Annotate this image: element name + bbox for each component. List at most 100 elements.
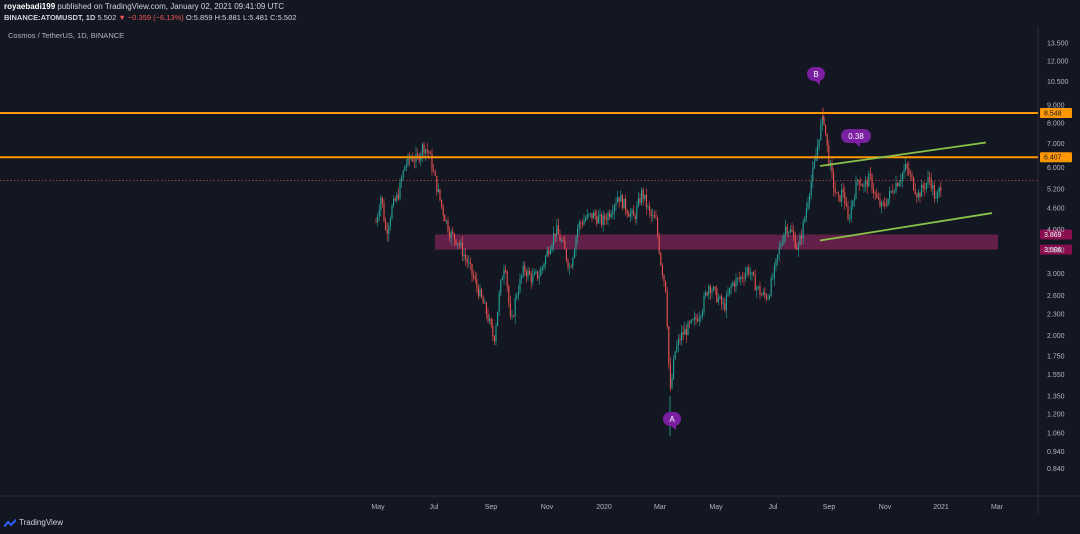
- candle-body: [722, 303, 724, 305]
- published-text: published on TradingView.com, January 02…: [57, 2, 285, 11]
- candle-body: [925, 183, 927, 189]
- candle-body: [583, 220, 585, 225]
- candle-body: [791, 229, 793, 232]
- candle-body: [940, 187, 942, 191]
- candle-body: [511, 316, 513, 318]
- candle-body: [733, 282, 735, 287]
- candle-body: [796, 248, 798, 250]
- candle-body: [757, 286, 759, 288]
- candle-body: [607, 212, 609, 221]
- y-tick-label: 10.500: [1047, 79, 1069, 86]
- candle-body: [644, 194, 646, 199]
- candle-body: [713, 287, 715, 291]
- candle-body: [457, 243, 459, 245]
- annotation-label: B: [813, 70, 818, 79]
- candle-body: [463, 254, 465, 256]
- candle-body: [893, 191, 895, 193]
- candle-body: [919, 192, 921, 197]
- candle-body: [922, 184, 924, 188]
- down-arrow-icon: ▼: [118, 13, 126, 22]
- candle-body: [741, 276, 743, 279]
- candle-body: [911, 174, 913, 178]
- candle-body: [617, 197, 619, 203]
- zone-price-label: 3.506: [1044, 247, 1062, 254]
- candle-body: [756, 287, 758, 291]
- candle-body: [618, 197, 620, 202]
- candle-body: [399, 181, 401, 199]
- candle-body: [783, 234, 785, 243]
- trend-lines: [819, 141, 993, 242]
- candle-body: [465, 254, 467, 259]
- candle-body: [562, 240, 564, 242]
- candle-body: [549, 249, 551, 255]
- tradingview-brand[interactable]: TradingView: [4, 518, 63, 527]
- candle-body: [588, 214, 590, 216]
- candle-body: [505, 269, 507, 272]
- candle-body: [473, 274, 475, 278]
- candle-body: [903, 169, 905, 174]
- author-name[interactable]: royaebadi199: [4, 2, 56, 11]
- candle-body: [393, 198, 395, 206]
- candle-body: [780, 244, 782, 248]
- candle-body: [711, 290, 713, 293]
- candle-body: [684, 329, 686, 335]
- candle-body: [850, 206, 852, 219]
- candle-body: [701, 311, 703, 317]
- candle-body: [914, 189, 916, 194]
- candle-body: [817, 145, 819, 156]
- candles: [0, 107, 1038, 436]
- candle-body: [871, 174, 873, 190]
- candle-body: [916, 193, 918, 198]
- zone-price-tag: [1040, 229, 1072, 240]
- zone-price-label: 3.869: [1044, 232, 1062, 239]
- y-tick-label: 5.200: [1047, 187, 1065, 194]
- candle-body: [799, 235, 801, 246]
- candle-body: [860, 184, 862, 186]
- candle-body: [727, 293, 729, 296]
- candle-body: [865, 180, 867, 185]
- y-tick-label: 4.600: [1047, 205, 1065, 212]
- candle-body: [460, 242, 462, 245]
- candle-body: [629, 212, 631, 217]
- candle-body: [748, 268, 750, 275]
- candle-body: [797, 245, 799, 250]
- x-tick-label: 2020: [596, 504, 612, 511]
- candle-body: [714, 287, 716, 289]
- candle-body: [661, 265, 663, 276]
- candle-body: [634, 215, 636, 220]
- candle-body: [439, 189, 441, 200]
- candle-body: [513, 316, 515, 318]
- candle-body: [708, 286, 710, 295]
- candle-body: [653, 215, 655, 218]
- candle-body: [514, 297, 516, 317]
- candle-body: [863, 184, 865, 187]
- candle-body: [474, 277, 476, 280]
- candle-body: [861, 184, 863, 187]
- candle-body: [794, 236, 796, 249]
- candle-body: [652, 215, 654, 216]
- candle-body: [761, 294, 763, 296]
- candle-body: [650, 211, 652, 216]
- symbol-label[interactable]: BINANCE:ATOMUSDT, 1D: [4, 13, 96, 22]
- candle-body: [754, 275, 756, 291]
- candle-body: [500, 279, 502, 294]
- candle-body: [842, 189, 844, 193]
- y-tick-label: 13.500: [1047, 40, 1069, 47]
- candle-body: [802, 221, 804, 239]
- candle-body: [551, 244, 553, 250]
- candle-body: [930, 178, 932, 189]
- candle-body: [689, 322, 691, 324]
- candle-body: [743, 278, 745, 280]
- candle-body: [823, 117, 825, 125]
- y-tick-label: 7.000: [1047, 141, 1065, 148]
- candle-body: [847, 206, 849, 219]
- annotation-tail: [854, 142, 860, 147]
- ohlc-close: C:5.502: [270, 13, 297, 22]
- candle-body: [753, 272, 755, 276]
- candle-body: [564, 240, 566, 250]
- candle-body: [570, 266, 572, 268]
- candle-body: [869, 173, 871, 175]
- resistance-price-tag: [1040, 108, 1072, 119]
- candle-body: [849, 218, 851, 220]
